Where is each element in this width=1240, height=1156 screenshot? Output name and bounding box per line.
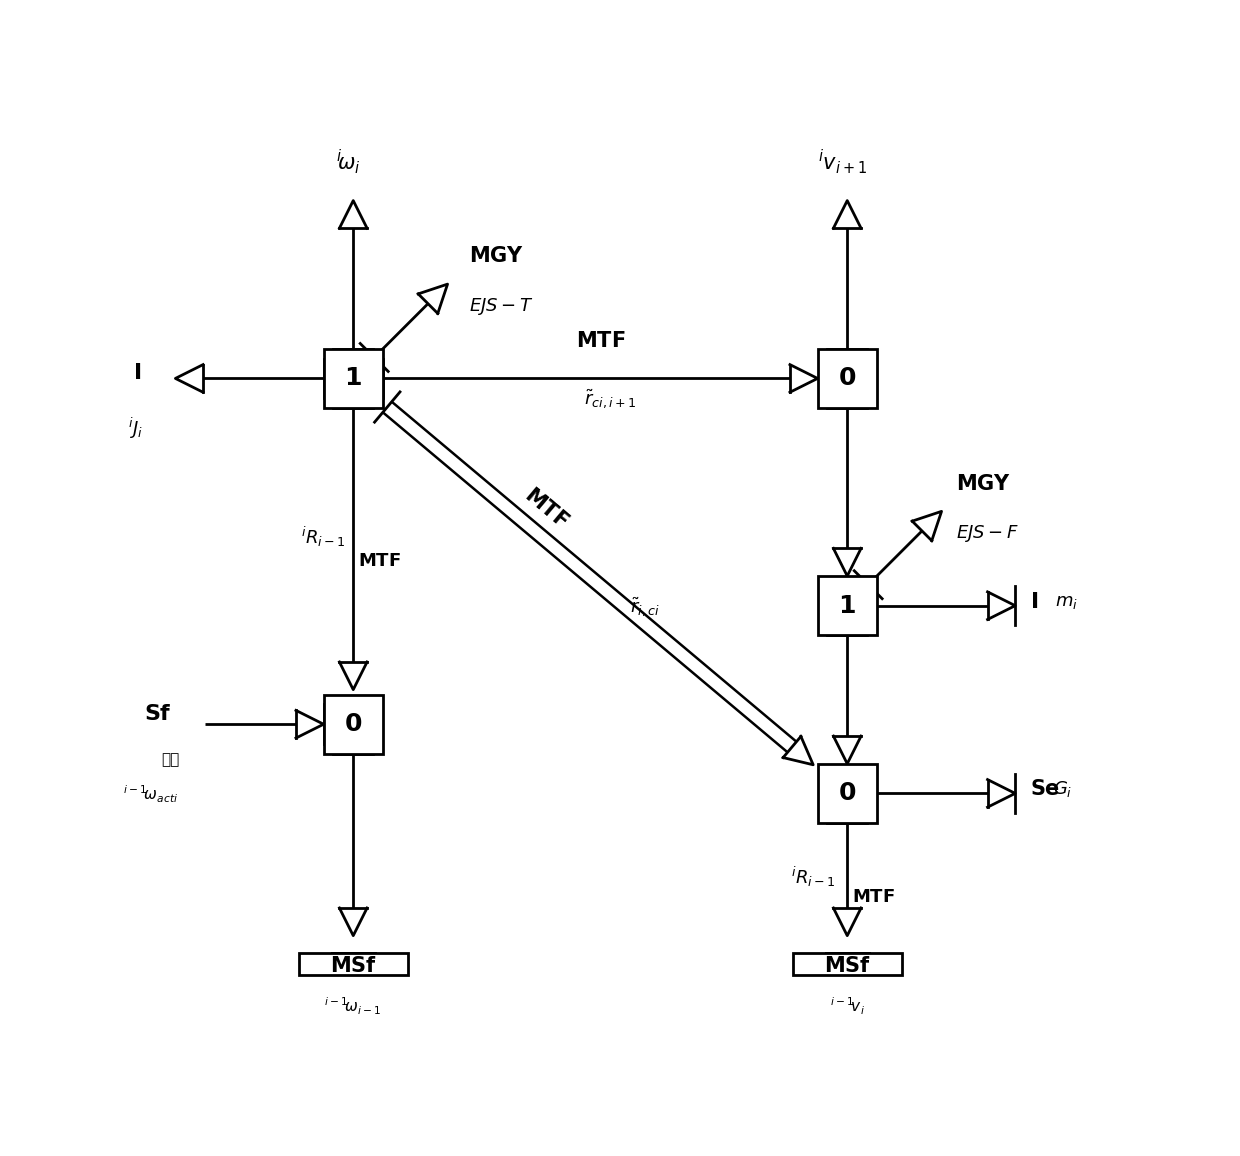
Text: $^iJ_i$: $^iJ_i$ bbox=[129, 416, 144, 442]
FancyBboxPatch shape bbox=[817, 576, 877, 636]
FancyBboxPatch shape bbox=[324, 695, 383, 754]
Text: Sf: Sf bbox=[145, 704, 170, 725]
FancyBboxPatch shape bbox=[324, 349, 383, 408]
Text: $m_i$: $m_i$ bbox=[1055, 593, 1078, 610]
FancyBboxPatch shape bbox=[792, 954, 901, 976]
Text: $\mathbf{MTF}$: $\mathbf{MTF}$ bbox=[575, 331, 625, 350]
Text: $^{i-1}\!\omega_{acti}$: $^{i-1}\!\omega_{acti}$ bbox=[123, 784, 179, 805]
Text: Se: Se bbox=[1030, 779, 1059, 800]
Text: 1: 1 bbox=[838, 594, 856, 617]
Text: $\mathbf{MGY}$: $\mathbf{MGY}$ bbox=[469, 246, 525, 266]
Text: $\mathbf{I}$: $\mathbf{I}$ bbox=[1030, 592, 1038, 612]
Text: $\overline{\mathbf{MSf}}$: $\overline{\mathbf{MSf}}$ bbox=[823, 951, 870, 977]
Text: $\overline{\mathbf{MSf}}$: $\overline{\mathbf{MSf}}$ bbox=[330, 951, 377, 977]
Text: $\tilde{r}_{ci,i+1}$: $\tilde{r}_{ci,i+1}$ bbox=[584, 388, 636, 412]
Text: 电机: 电机 bbox=[161, 751, 180, 766]
Text: 1: 1 bbox=[345, 366, 362, 391]
Text: $^iR_{i-1}$: $^iR_{i-1}$ bbox=[791, 865, 836, 889]
Text: $^iR_{i-1}$: $^iR_{i-1}$ bbox=[301, 525, 346, 549]
Text: $^{i-1}\!\omega_{i-1}$: $^{i-1}\!\omega_{i-1}$ bbox=[325, 996, 382, 1017]
Text: $^{i-1}\!v_i$: $^{i-1}\!v_i$ bbox=[830, 996, 864, 1017]
Text: 0: 0 bbox=[345, 712, 362, 736]
Text: 0: 0 bbox=[838, 366, 856, 391]
Text: $\tilde{r}_{i,ci}$: $\tilde{r}_{i,ci}$ bbox=[630, 595, 660, 618]
Text: 0: 0 bbox=[838, 781, 856, 806]
FancyBboxPatch shape bbox=[299, 954, 408, 976]
Text: $EJS-T$: $EJS-T$ bbox=[469, 296, 533, 317]
Text: $\mathbf{MGY}$: $\mathbf{MGY}$ bbox=[956, 474, 1012, 494]
Text: $\mathbf{MTF}$: $\mathbf{MTF}$ bbox=[521, 484, 572, 532]
Text: $\mathbf{MTF}$: $\mathbf{MTF}$ bbox=[852, 888, 895, 906]
Text: $\mathbf{I}$: $\mathbf{I}$ bbox=[133, 363, 141, 384]
Text: $EJS-F$: $EJS-F$ bbox=[956, 524, 1019, 544]
Text: $^iv_{i+1}$: $^iv_{i+1}$ bbox=[817, 147, 867, 176]
FancyBboxPatch shape bbox=[817, 764, 877, 823]
FancyBboxPatch shape bbox=[817, 349, 877, 408]
Text: $^i\!\omega_i$: $^i\!\omega_i$ bbox=[336, 147, 361, 176]
Text: $G_i$: $G_i$ bbox=[1053, 779, 1073, 800]
Text: $\mathbf{MTF}$: $\mathbf{MTF}$ bbox=[358, 553, 401, 570]
